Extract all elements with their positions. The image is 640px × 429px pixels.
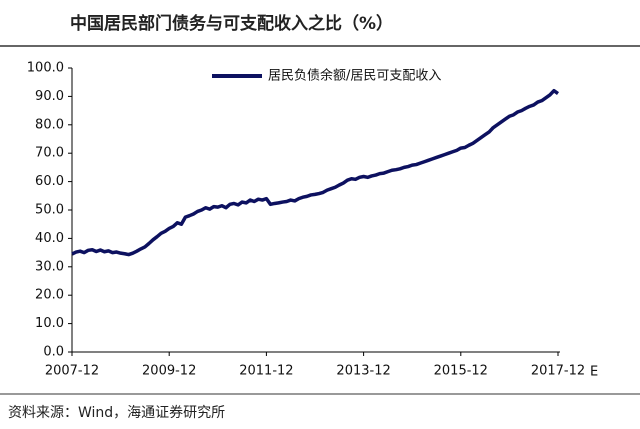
source: 资料来源：Wind，海通证券研究所 [8, 405, 225, 421]
x-tick-label: 2013-12 [336, 364, 390, 379]
y-tick-label: 50.0 [35, 203, 64, 218]
x-tick-label: 2009-12 [142, 364, 196, 379]
series-line [71, 88, 560, 257]
y-tick-label: 60.0 [35, 174, 64, 189]
y-tick-label: 0.0 [43, 345, 64, 360]
annotation: E [590, 365, 598, 380]
chart-title: 中国居民部门债务与可支配收入之比（%） [70, 13, 393, 34]
x-tick-label: 2015-12 [434, 364, 488, 379]
y-tick-label: 20.0 [35, 288, 64, 303]
y-tick-label: 30.0 [35, 259, 64, 274]
y-tick-label: 100.0 [27, 61, 64, 76]
y-tick-label: 90.0 [35, 89, 64, 104]
legend-label: 居民负债余额/居民可支配收入 [268, 68, 441, 84]
x-tick-label: 2017-12 [531, 364, 585, 379]
y-tick-label: 80.0 [35, 117, 64, 132]
y-tick-label: 70.0 [35, 146, 64, 161]
y-tick-label: 40.0 [35, 231, 64, 246]
x-tick-label: 2007-12 [45, 364, 99, 379]
y-tick-label: 10.0 [35, 316, 64, 331]
x-tick-label: 2011-12 [239, 364, 293, 379]
